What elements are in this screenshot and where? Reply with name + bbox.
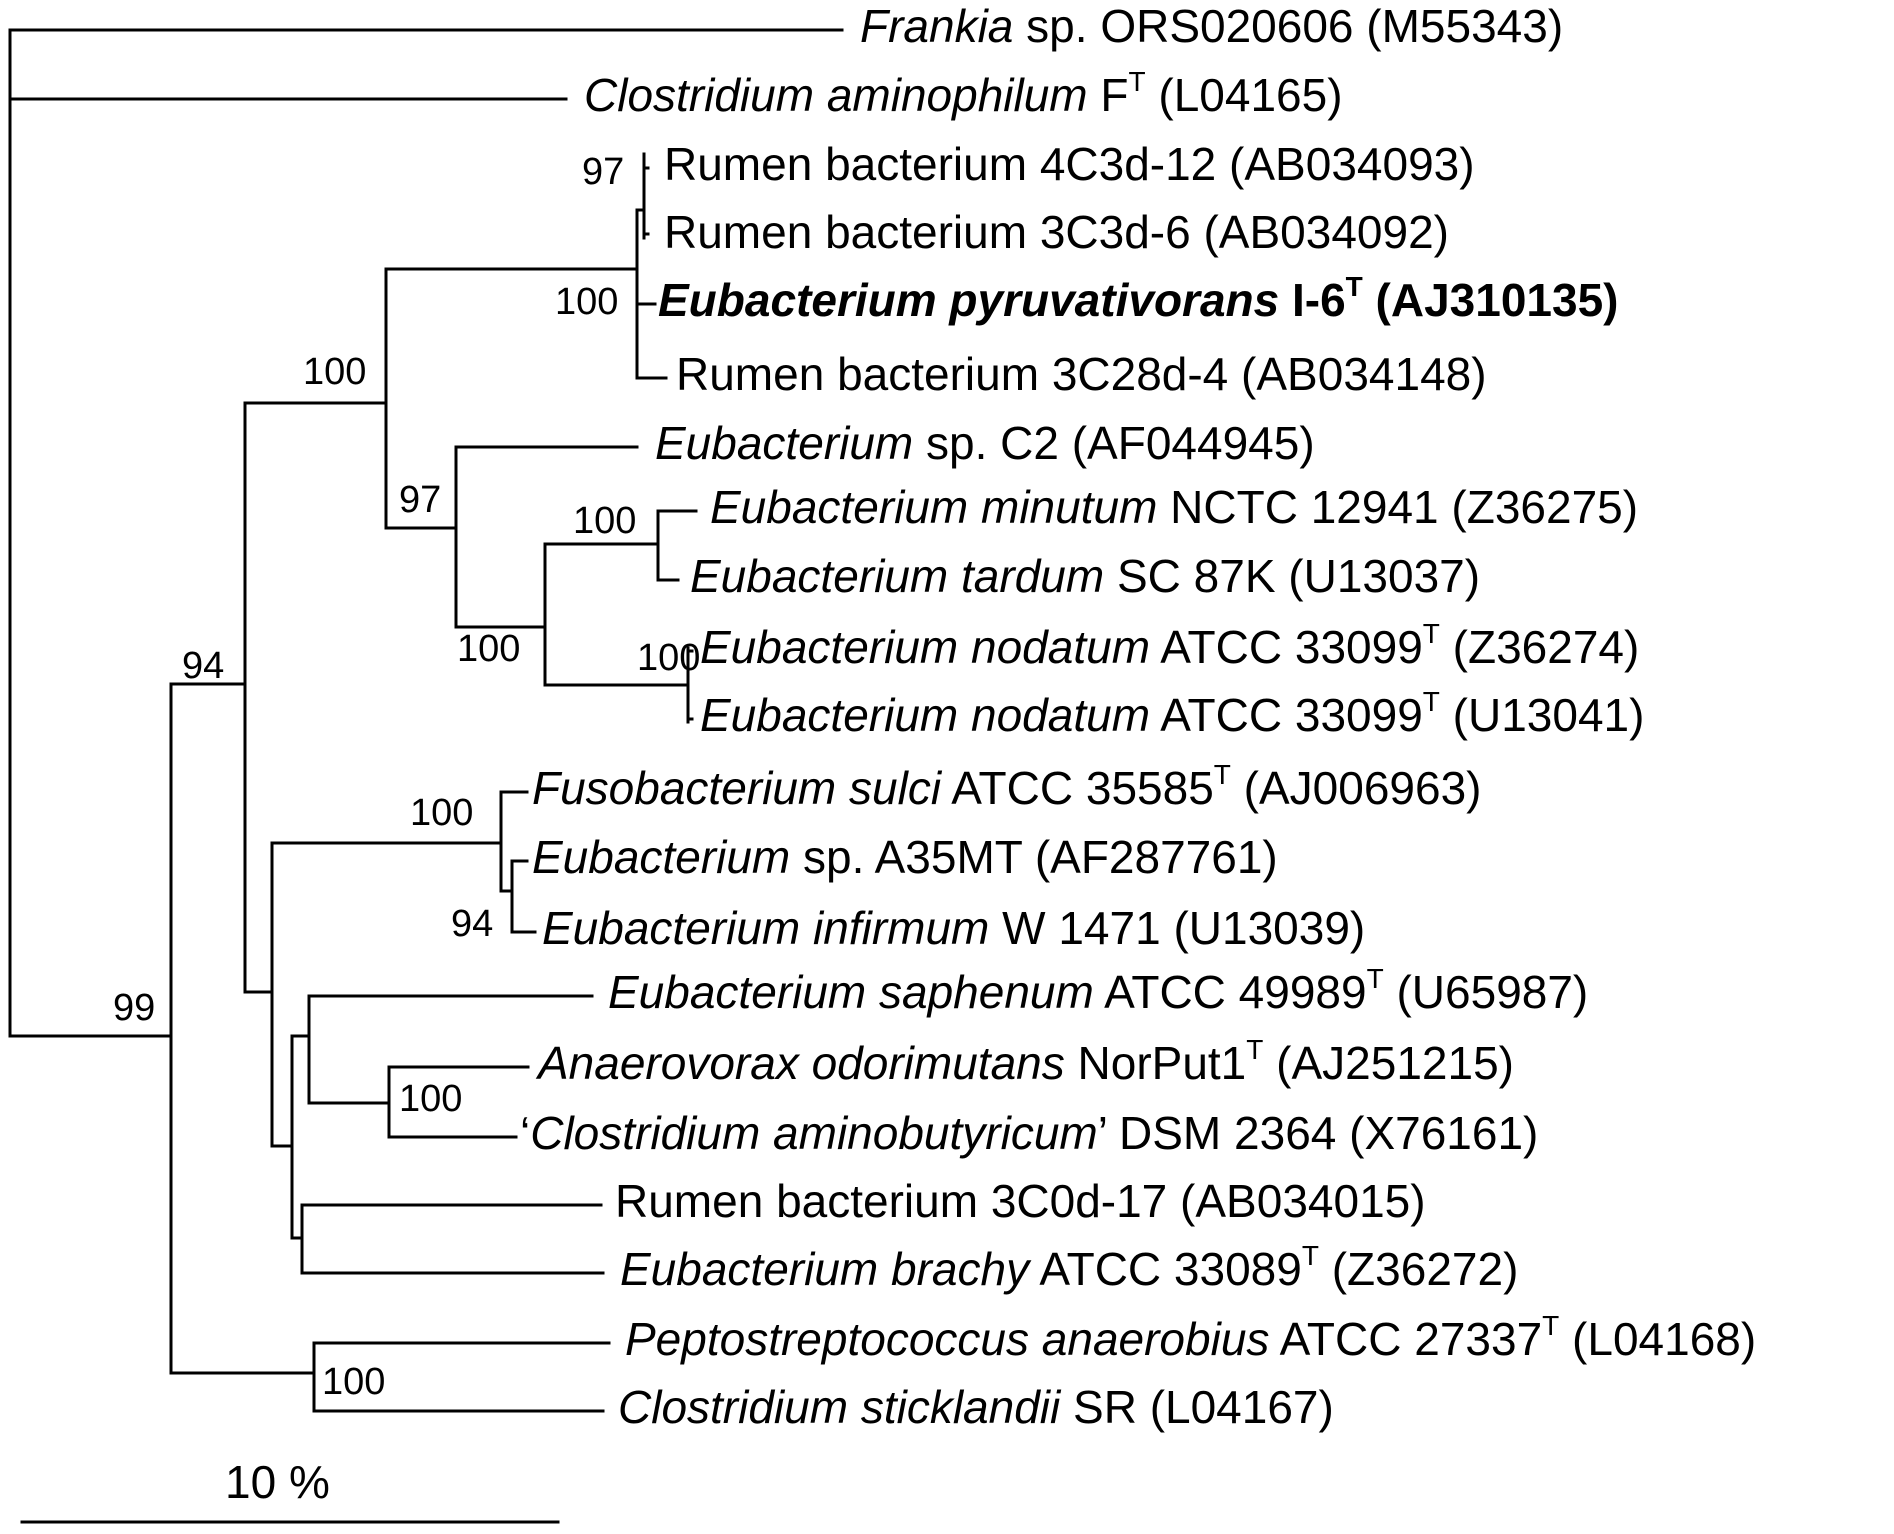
taxon-label-part: sp. A35MT (AF287761)	[790, 831, 1278, 883]
taxon-label-part: (U13041)	[1440, 689, 1645, 741]
taxon-label-part: (U65987)	[1384, 966, 1589, 1018]
bootstrap-value-pyruvativorans-clade: 100	[555, 281, 618, 323]
taxon-label-e-tardum: Eubacterium tardum SC 87K (U13037)	[690, 550, 1480, 602]
taxon-label-part: SR (L04167)	[1060, 1381, 1334, 1433]
taxon-label-part: Eubacterium saphenum	[608, 966, 1094, 1018]
bootstrap-value-minutum-nodatum-clade: 100	[457, 628, 520, 670]
taxon-label-a-odorimutans: Anaerovorax odorimutans NorPut1T (AJ2512…	[535, 1034, 1514, 1089]
taxon-label-part: Rumen bacterium 3C3d-6 (AB034092)	[664, 206, 1449, 258]
bootstrap-value-fusobacterium-clade: 100	[410, 792, 473, 834]
taxon-label-part: (AJ006963)	[1231, 762, 1482, 814]
taxon-label-part: sp. ORS020606 (M55343)	[1013, 0, 1563, 52]
bootstrap-value-peptostreptococcus-clostridium: 100	[322, 1361, 385, 1403]
taxon-label-f-sulci: Fusobacterium sulci ATCC 35585T (AJ00696…	[532, 759, 1482, 814]
taxon-label-part: ATCC 33089	[1029, 1243, 1302, 1295]
tree-branches	[8, 28, 844, 1413]
bootstrap-value-a35mt-infirmum: 94	[451, 903, 493, 945]
taxon-label-eubacterium-a35mt: Eubacterium sp. A35MT (AF287761)	[532, 831, 1278, 883]
taxon-label-part: T	[1214, 759, 1231, 790]
taxon-label-eubacterium-c2: Eubacterium sp. C2 (AF044945)	[655, 417, 1315, 469]
scale-bar: 10 %	[20, 1456, 560, 1524]
taxon-label-e-brachy: Eubacterium brachy ATCC 33089T (Z36272)	[620, 1240, 1518, 1295]
taxon-label-part: Rumen bacterium 4C3d-12 (AB034093)	[664, 138, 1475, 190]
taxon-label-part: Fusobacterium sulci	[532, 762, 943, 814]
bootstrap-value-nodatum-pair: 100	[637, 637, 700, 679]
taxon-label-part: NCTC 12941 (Z36275)	[1157, 481, 1638, 533]
taxon-label-part: (AJ310135)	[1363, 274, 1619, 326]
taxon-label-part: ’ DSM 2364 (X76161)	[1098, 1107, 1539, 1159]
taxon-label-c-aminophilum: Clostridium aminophilum FT (L04165)	[584, 66, 1343, 121]
taxon-label-part: Eubacterium tardum	[690, 550, 1104, 602]
taxon-label-part: ATCC 27337	[1269, 1313, 1542, 1365]
taxon-label-p-anaerobius: Peptostreptococcus anaerobius ATCC 27337…	[625, 1310, 1756, 1365]
taxon-label-part: Eubacterium	[655, 417, 913, 469]
taxon-label-part: Clostridium aminophilum	[584, 69, 1088, 121]
taxon-label-part: F	[1088, 69, 1129, 121]
taxon-label-e-infirmum: Eubacterium infirmum W 1471 (U13039)	[542, 902, 1365, 954]
taxon-labels: Frankia sp. ORS020606 (M55343) Clostridiu…	[520, 0, 1756, 1433]
taxon-label-part: Peptostreptococcus anaerobius	[625, 1313, 1269, 1365]
taxon-label-part: T	[1367, 963, 1384, 994]
bootstrap-value-root-clade: 99	[113, 987, 155, 1029]
taxon-label-part: NorPut1	[1065, 1037, 1247, 1089]
taxon-label-part: Clostridium aminobutyricum	[530, 1107, 1098, 1159]
taxon-label-c-aminobutyricum: ‘Clostridium aminobutyricum’ DSM 2364 (X…	[520, 1107, 1538, 1159]
taxon-label-part: ATCC 33099	[1150, 689, 1423, 741]
taxon-label-part: Anaerovorax odorimutans	[535, 1037, 1065, 1089]
taxon-label-part: T	[1346, 271, 1363, 302]
bootstrap-value-minutum-tardum: 100	[573, 500, 636, 542]
taxon-label-e-nodatum-1: Eubacterium nodatum ATCC 33099T (Z36274)	[700, 618, 1639, 673]
taxon-label-part: T	[1542, 1310, 1559, 1341]
taxon-label-part: T	[1423, 618, 1440, 649]
taxon-label-part: Eubacterium	[532, 831, 790, 883]
taxon-label-part: (Z36274)	[1440, 621, 1639, 673]
bootstrap-value-rumen-pair: 97	[582, 151, 624, 193]
taxon-label-part: ‘	[520, 1107, 530, 1159]
taxon-label-rumen-3c3d-6: Rumen bacterium 3C3d-6 (AB034092)	[664, 206, 1449, 258]
taxon-label-part: Frankia	[860, 0, 1013, 52]
bootstrap-value-ingroup: 94	[182, 645, 224, 687]
taxon-label-part: Eubacterium nodatum	[700, 621, 1150, 673]
bootstrap-value-anaerovorax-clostridium: 100	[399, 1078, 462, 1120]
taxon-label-part: T	[1302, 1240, 1319, 1271]
taxon-label-part: ATCC 33099	[1150, 621, 1423, 673]
taxon-label-part: I-6	[1279, 274, 1345, 326]
taxon-label-rumen-4c3d-12: Rumen bacterium 4C3d-12 (AB034093)	[664, 138, 1475, 190]
taxon-label-part: SC 87K (U13037)	[1104, 550, 1480, 602]
taxon-label-part: Rumen bacterium 3C28d-4 (AB034148)	[676, 348, 1487, 400]
taxon-label-part: ATCC 49989	[1094, 966, 1367, 1018]
bootstrap-value-eubacterium-c2-clade: 97	[399, 479, 441, 521]
taxon-label-part: W 1471 (U13039)	[989, 902, 1365, 954]
taxon-label-e-pyruvativorans: Eubacterium pyruvativorans I-6T (AJ31013…	[658, 271, 1619, 326]
taxon-label-frankia: Frankia sp. ORS020606 (M55343)	[860, 0, 1563, 52]
taxon-label-part: T	[1246, 1034, 1263, 1065]
taxon-label-part: Eubacterium nodatum	[700, 689, 1150, 741]
taxon-label-rumen-3c28d-4: Rumen bacterium 3C28d-4 (AB034148)	[676, 348, 1487, 400]
taxon-label-part: (Z36272)	[1319, 1243, 1518, 1295]
taxon-label-e-nodatum-2: Eubacterium nodatum ATCC 33099T (U13041)	[700, 686, 1644, 741]
taxon-label-part: sp. C2 (AF044945)	[913, 417, 1314, 469]
taxon-label-e-minutum: Eubacterium minutum NCTC 12941 (Z36275)	[710, 481, 1638, 533]
taxon-label-part: (AJ251215)	[1263, 1037, 1514, 1089]
taxon-label-part: Clostridium sticklandii	[618, 1381, 1062, 1433]
taxon-label-rumen-3c0d-17: Rumen bacterium 3C0d-17 (AB034015)	[615, 1175, 1426, 1227]
taxon-label-part: Eubacterium minutum	[710, 481, 1157, 533]
scale-bar-label: 10 %	[225, 1456, 330, 1508]
taxon-label-part: ATCC 35585	[941, 762, 1214, 814]
taxon-label-part: Eubacterium pyruvativorans	[658, 274, 1279, 326]
bootstrap-value-rumen-eubacterium-clade: 100	[303, 351, 366, 393]
taxon-label-part: (L04165)	[1146, 69, 1343, 121]
bootstrap-values: 97 100 100 97 100 100 100 94 100 94 100 99 100	[113, 151, 700, 1403]
taxon-label-part: Eubacterium brachy	[620, 1243, 1032, 1295]
taxon-label-part: Rumen bacterium 3C0d-17 (AB034015)	[615, 1175, 1426, 1227]
taxon-label-part: (L04168)	[1559, 1313, 1756, 1365]
taxon-label-e-saphenum: Eubacterium saphenum ATCC 49989T (U65987…	[608, 963, 1588, 1018]
taxon-label-part: T	[1423, 686, 1440, 717]
taxon-label-part: Eubacterium infirmum	[542, 902, 989, 954]
taxon-label-part: T	[1129, 66, 1146, 97]
taxon-label-c-sticklandii: Clostridium sticklandii SR (L04167)	[618, 1381, 1334, 1433]
